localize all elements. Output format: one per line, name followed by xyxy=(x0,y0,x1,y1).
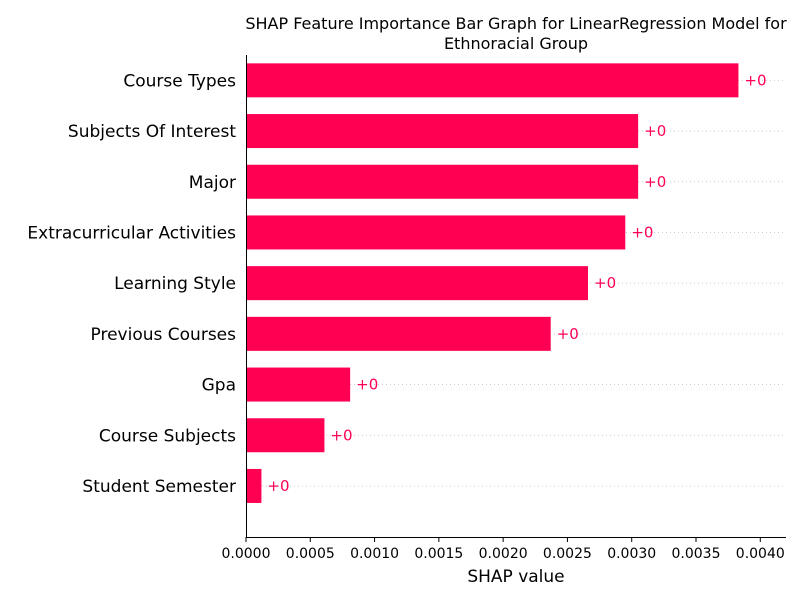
x-tick-label: 0.0010 xyxy=(350,546,399,562)
value-label: +0 xyxy=(356,376,378,394)
category-label: Student Semester xyxy=(82,477,236,497)
value-label: +0 xyxy=(267,477,289,495)
bar xyxy=(246,63,739,98)
x-tick-label: 0.0020 xyxy=(479,546,528,562)
x-ticks: 0.0000 0.0005 0.0010 0.0015 0.0020 0.0025 0.00… xyxy=(222,537,785,562)
bar xyxy=(246,114,639,149)
x-tick-label: 0.0000 xyxy=(222,546,271,562)
value-labels: +0 +0 +0 +0 +0 +0 +0 +0 +0 xyxy=(267,71,766,495)
x-axis-title: SHAP value xyxy=(467,567,564,587)
value-label: +0 xyxy=(631,223,653,241)
category-label: Extracurricular Activities xyxy=(27,223,236,243)
bar xyxy=(246,164,639,199)
x-tick-label: 0.0015 xyxy=(414,546,463,562)
value-label: +0 xyxy=(557,325,579,343)
bar xyxy=(246,367,351,402)
value-label: +0 xyxy=(594,274,616,292)
category-label: Previous Courses xyxy=(91,325,237,345)
x-tick-label: 0.0005 xyxy=(286,546,335,562)
category-label: Learning Style xyxy=(114,274,236,294)
chart-title-line-1: SHAP Feature Importance Bar Graph for Li… xyxy=(245,14,787,33)
x-tick-label: 0.0030 xyxy=(607,546,656,562)
x-tick-label: 0.0025 xyxy=(543,546,592,562)
value-label: +0 xyxy=(644,173,666,191)
bar xyxy=(246,468,262,503)
bar xyxy=(246,316,551,351)
bar xyxy=(246,215,626,250)
category-label: Gpa xyxy=(202,376,236,396)
bar xyxy=(246,266,588,301)
value-label: +0 xyxy=(644,122,666,140)
category-label: Course Subjects xyxy=(99,426,236,446)
value-label: +0 xyxy=(330,426,352,444)
bar xyxy=(246,418,325,453)
category-label: Subjects Of Interest xyxy=(68,122,236,142)
category-labels: Course Types Subjects Of Interest Major Ext… xyxy=(27,71,236,497)
bars xyxy=(246,63,739,503)
x-tick-label: 0.0040 xyxy=(736,546,785,562)
chart-title-line-2: Ethnoracial Group xyxy=(444,34,588,53)
category-label: Major xyxy=(189,173,236,193)
category-label: Course Types xyxy=(123,71,236,91)
x-tick-label: 0.0035 xyxy=(672,546,721,562)
value-label: +0 xyxy=(744,71,766,89)
